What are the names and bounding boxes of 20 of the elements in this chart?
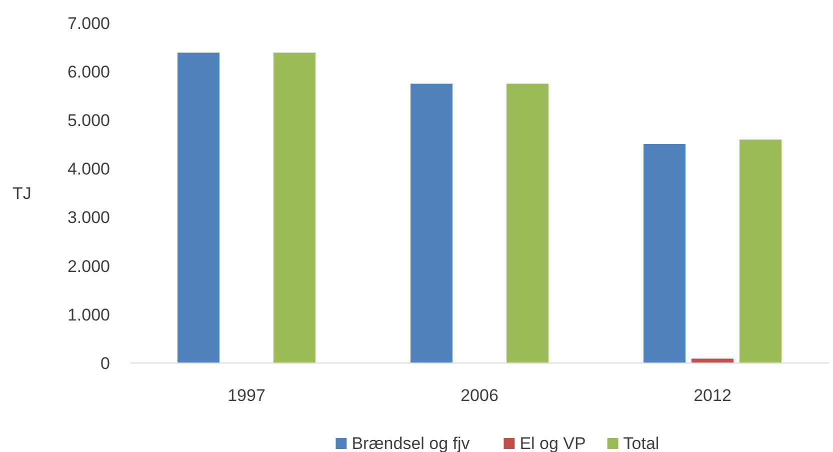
y-tick-label: 2.000 [67, 256, 110, 276]
y-tick-label: 1.000 [67, 305, 110, 324]
x-tick-label: 2006 [460, 386, 498, 405]
legend-label: Total [623, 434, 660, 452]
y-tick-label: 5.000 [67, 111, 110, 130]
x-tick-label: 1997 [228, 386, 266, 405]
y-axis-title: TJ [12, 184, 32, 203]
bar [644, 144, 686, 363]
y-tick-label: 6.000 [67, 62, 110, 82]
bar [740, 140, 782, 363]
y-tick-label: 4.000 [67, 160, 110, 179]
y-tick-label: 7.000 [67, 14, 110, 33]
x-tick-label: 2012 [694, 386, 732, 405]
y-tick-label: 0 [100, 354, 110, 373]
bar [692, 358, 734, 363]
y-tick-label: 3.000 [67, 208, 110, 228]
bar [410, 84, 452, 363]
bar [506, 84, 548, 363]
bar [178, 52, 220, 363]
bar [274, 52, 316, 363]
